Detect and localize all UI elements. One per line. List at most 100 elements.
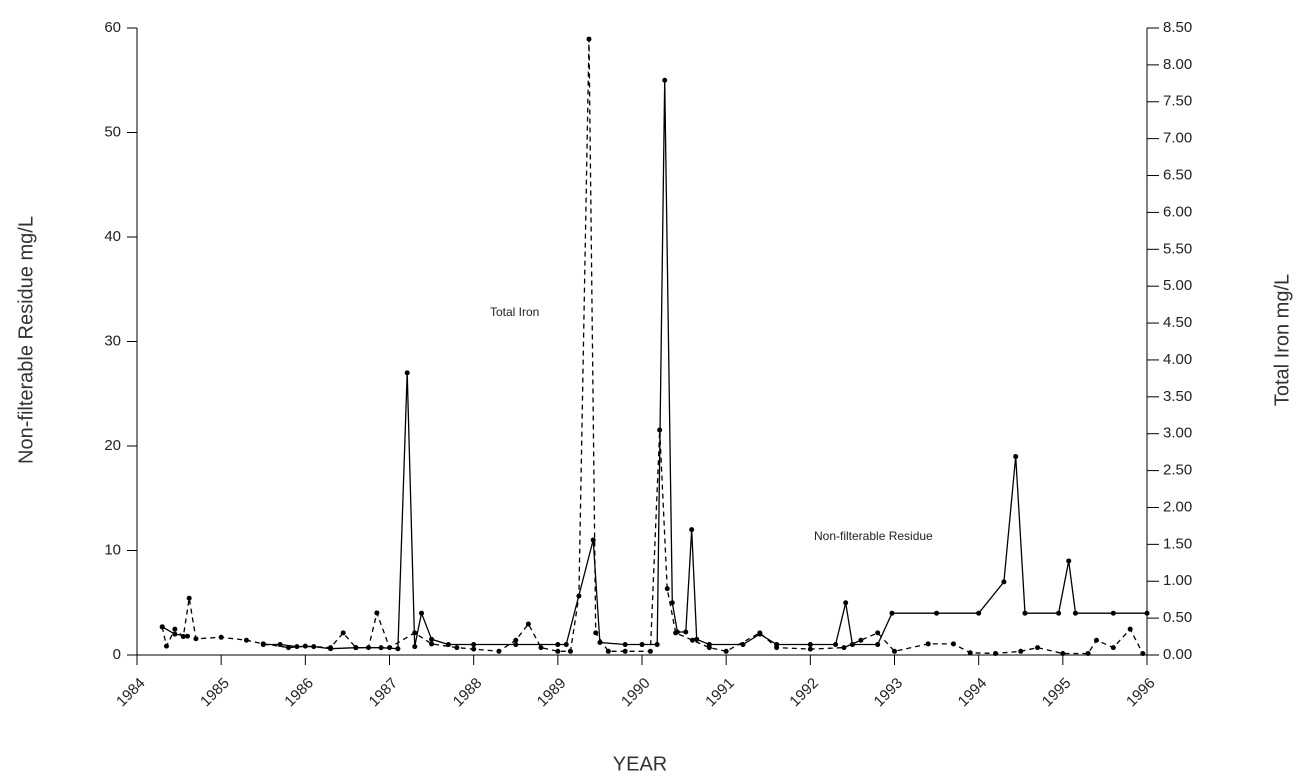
- data-point: [563, 642, 569, 648]
- x-tick-label: 1988: [450, 675, 486, 711]
- data-point: [311, 644, 317, 650]
- data-point: [340, 630, 346, 636]
- data-point: [555, 642, 561, 648]
- x-tick-label: 1993: [871, 675, 907, 711]
- data-point: [639, 642, 645, 648]
- data-point: [471, 642, 477, 648]
- data-point: [387, 645, 392, 651]
- data-point: [647, 648, 653, 654]
- data-point: [1094, 637, 1099, 643]
- data-point: [218, 634, 224, 640]
- data-point: [593, 630, 599, 636]
- y-tick-label: 20: [104, 437, 121, 454]
- data-point: [576, 593, 582, 599]
- y2-tick-label: 3.00: [1163, 425, 1192, 442]
- data-point: [843, 600, 849, 606]
- y2-tick-label: 4.00: [1163, 351, 1192, 368]
- y2-axis-title: Total Iron mg/L: [1271, 274, 1293, 406]
- data-point: [180, 634, 186, 640]
- data-point: [1022, 610, 1028, 616]
- data-point: [513, 642, 519, 648]
- data-point: [934, 610, 940, 616]
- data-point: [1110, 645, 1116, 651]
- y2-tick-label: 7.50: [1163, 93, 1192, 110]
- y2-tick-label: 1.00: [1163, 572, 1192, 589]
- y2-tick-label: 2.00: [1163, 498, 1192, 515]
- data-point: [555, 648, 561, 654]
- data-point: [664, 586, 670, 592]
- data-point: [774, 645, 780, 651]
- data-point: [706, 645, 712, 651]
- series-label: Total Iron: [490, 305, 539, 319]
- y-tick-label: 60: [104, 19, 121, 36]
- data-point: [567, 648, 573, 654]
- data-point: [1072, 610, 1078, 616]
- data-point: [374, 610, 380, 616]
- data-point: [1140, 651, 1146, 657]
- y2-tick-label: 0.50: [1163, 609, 1192, 626]
- data-point: [1085, 651, 1091, 657]
- data-point: [404, 370, 410, 376]
- data-point: [172, 631, 178, 637]
- y2-tick-label: 3.50: [1163, 388, 1192, 405]
- y-axis-title: Non-filterable Residue mg/L: [15, 216, 37, 464]
- data-point: [412, 644, 418, 650]
- data-point: [1056, 610, 1062, 616]
- y2-tick-label: 5.50: [1163, 240, 1192, 257]
- data-point: [429, 636, 435, 642]
- y-tick-label: 30: [104, 332, 121, 349]
- data-point: [657, 427, 663, 433]
- y2-tick-label: 1.50: [1163, 535, 1192, 552]
- data-point: [454, 645, 460, 651]
- data-point: [418, 610, 424, 616]
- x-tick-label: 1996: [1123, 675, 1159, 711]
- data-point: [1110, 610, 1116, 616]
- x-tick-label: 1987: [366, 675, 402, 711]
- data-point: [159, 624, 165, 630]
- data-point: [365, 645, 371, 651]
- x-tick-label: 1984: [113, 675, 149, 711]
- data-point: [496, 648, 502, 654]
- y-tick-label: 0: [113, 646, 121, 663]
- data-point: [858, 637, 864, 643]
- data-point: [1144, 610, 1150, 616]
- data-point: [723, 648, 729, 654]
- data-point: [1127, 626, 1133, 632]
- data-point: [1060, 651, 1066, 657]
- data-point: [286, 645, 291, 651]
- x-tick-label: 1986: [281, 675, 317, 711]
- series-line: [161, 39, 1144, 655]
- data-point: [889, 610, 895, 616]
- data-point: [513, 637, 519, 643]
- x-tick-label: 1994: [955, 675, 991, 711]
- data-point: [1018, 648, 1024, 654]
- data-point: [849, 642, 855, 648]
- data-point: [976, 610, 982, 616]
- y2-tick-label: 0.00: [1163, 646, 1192, 663]
- data-point: [807, 642, 813, 648]
- data-point: [833, 642, 839, 648]
- data-point: [757, 630, 763, 636]
- data-point: [993, 651, 998, 657]
- y2-tick-label: 4.50: [1163, 314, 1192, 331]
- y-tick-label: 40: [104, 228, 121, 245]
- data-point: [669, 600, 675, 606]
- y2-tick-label: 7.00: [1163, 130, 1192, 147]
- y2-tick-label: 6.50: [1163, 166, 1192, 183]
- y2-tick-label: 8.50: [1163, 19, 1192, 36]
- x-axis-title: YEAR: [613, 753, 667, 775]
- data-point: [622, 642, 628, 648]
- data-point: [378, 645, 384, 651]
- data-point: [892, 648, 897, 654]
- data-point: [429, 641, 435, 647]
- y2-tick-label: 2.50: [1163, 462, 1192, 479]
- data-point: [163, 643, 169, 649]
- data-point: [302, 643, 308, 649]
- data-point: [1035, 645, 1041, 651]
- data-point: [1013, 453, 1019, 459]
- data-point: [967, 650, 973, 656]
- data-point: [172, 626, 178, 632]
- x-tick-label: 1992: [786, 675, 822, 711]
